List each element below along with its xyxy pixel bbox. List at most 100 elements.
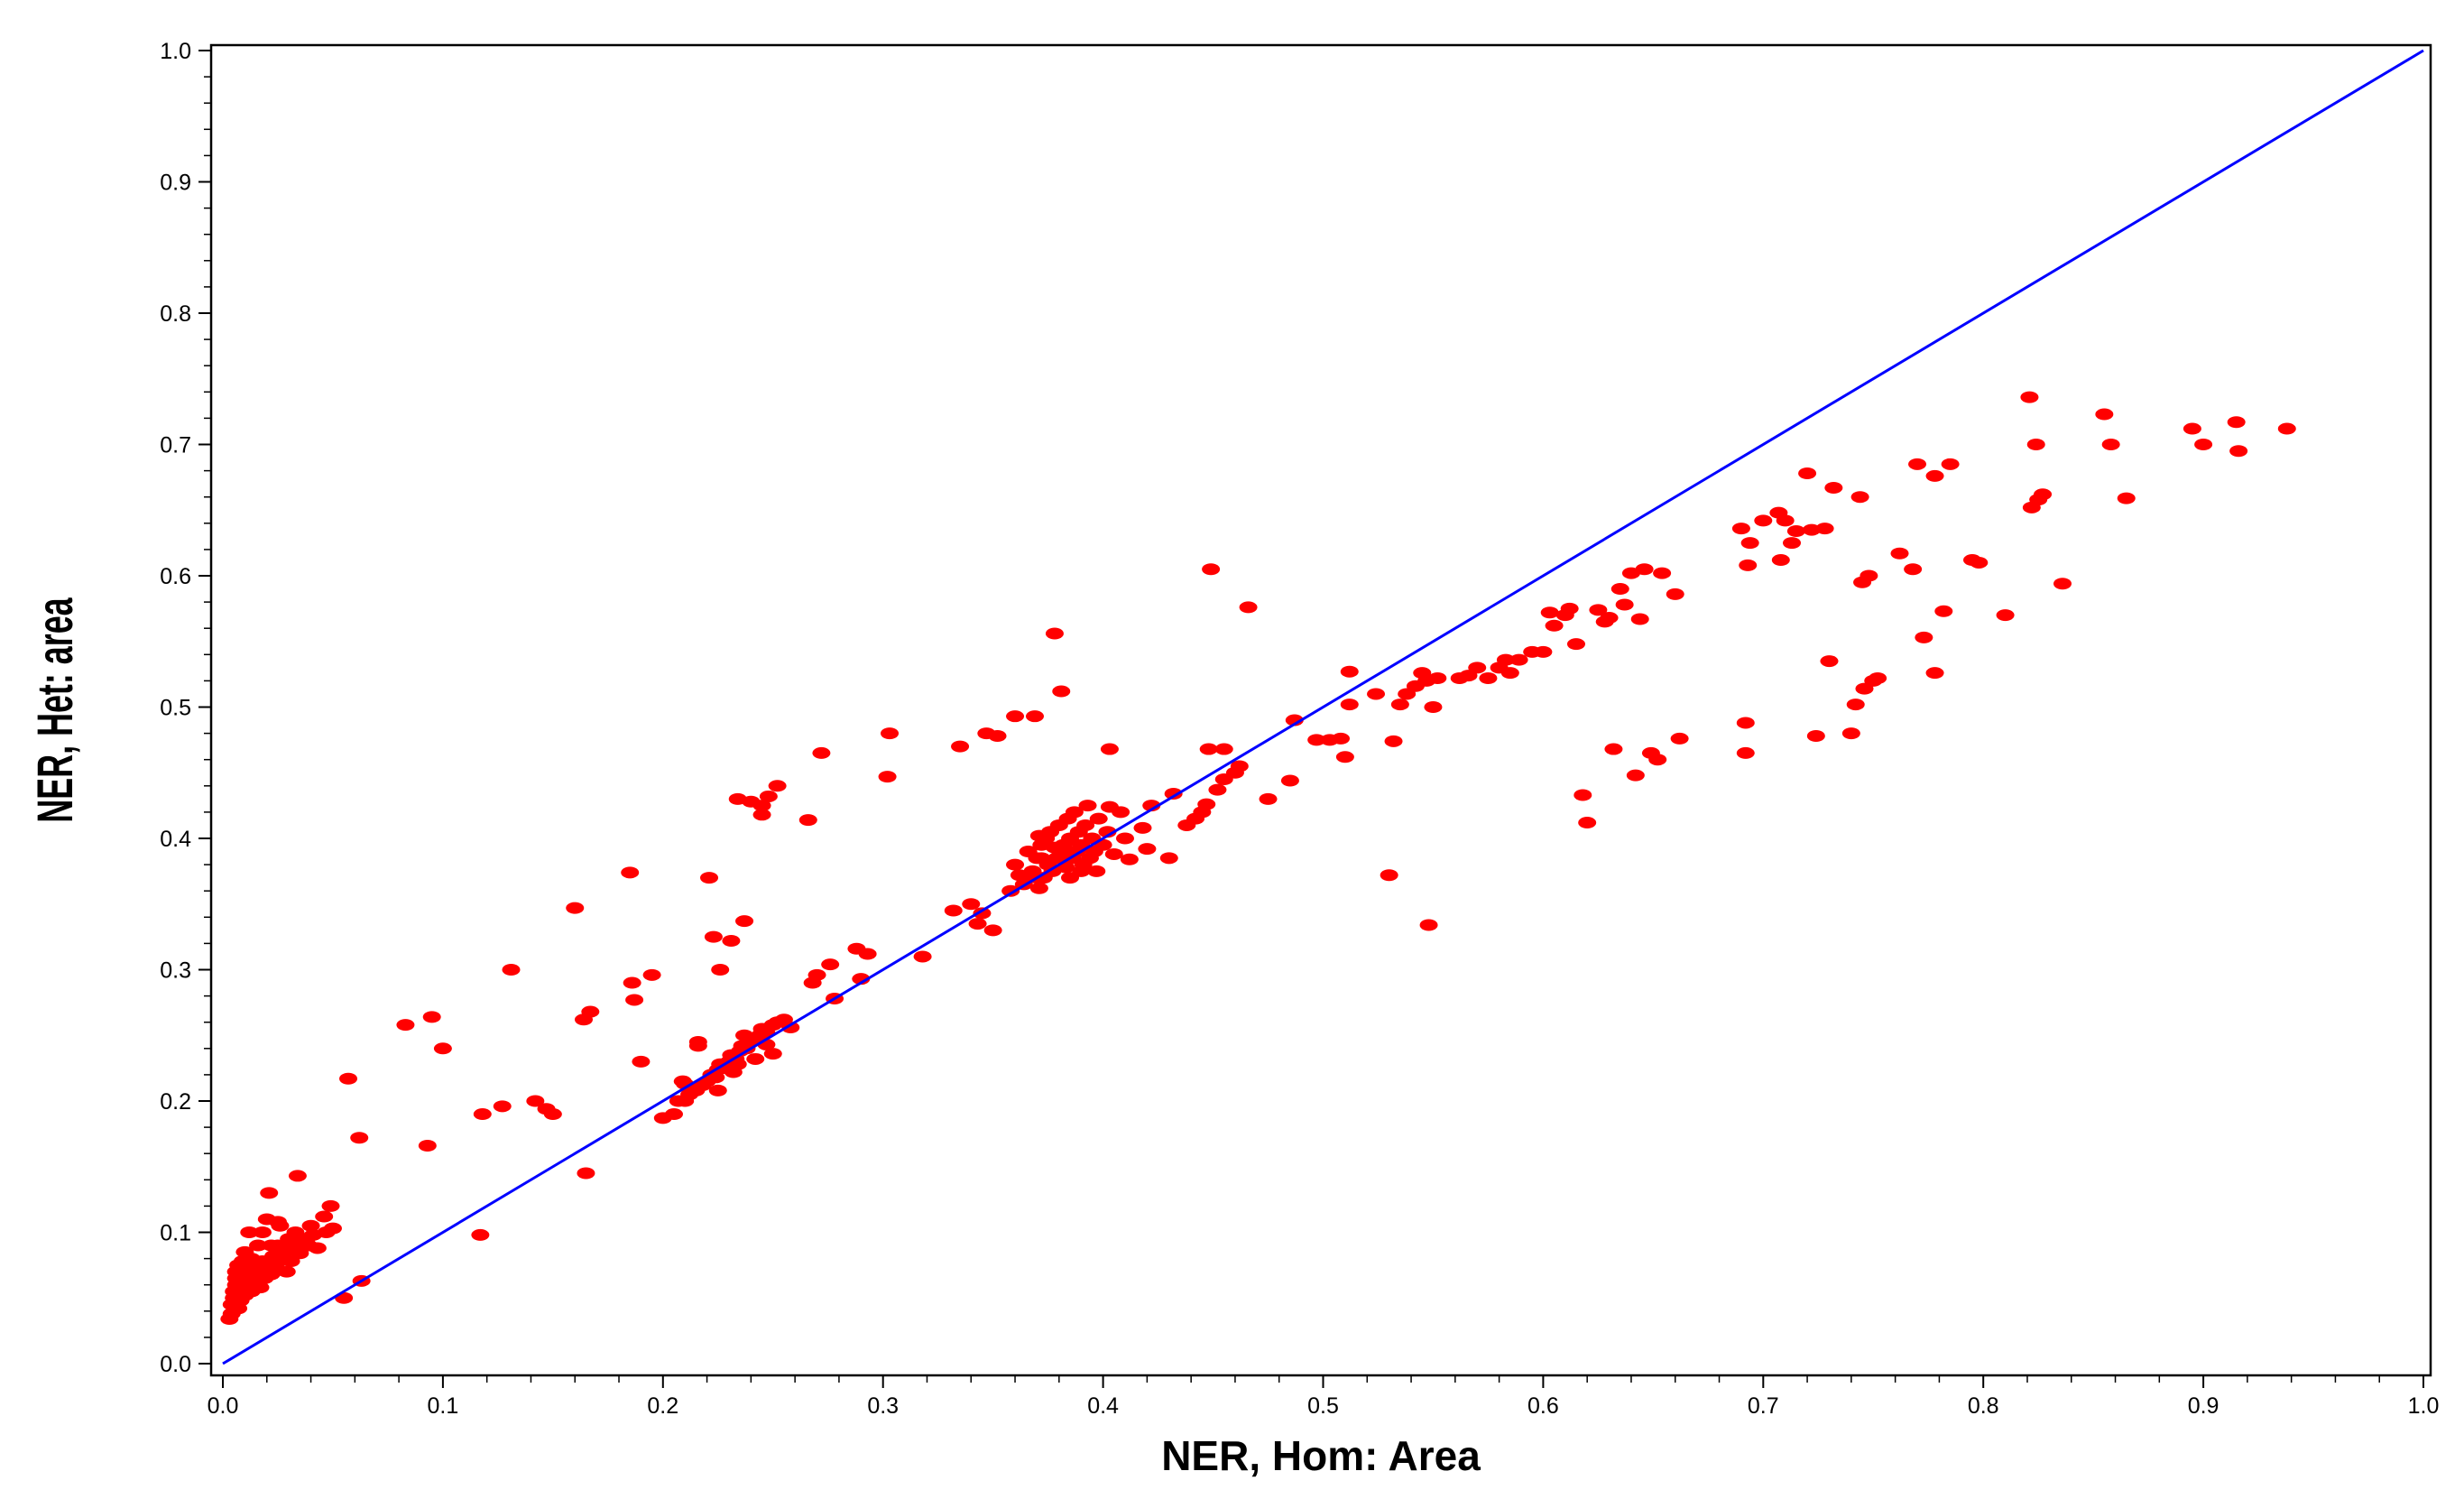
data-point <box>812 746 831 759</box>
data-point <box>288 1170 307 1182</box>
y-axis-title: NER, Het: area <box>27 597 83 823</box>
data-point <box>1045 627 1064 640</box>
data-point <box>858 948 877 960</box>
data-point <box>2026 439 2045 450</box>
y-tick-label: 0.1 <box>160 1221 191 1246</box>
data-point <box>1996 609 2015 622</box>
data-point <box>632 1055 651 1068</box>
data-point <box>1500 667 1519 680</box>
data-point <box>1850 491 1869 504</box>
data-point <box>422 1011 441 1023</box>
data-point <box>1006 710 1025 723</box>
data-point <box>1072 865 1091 877</box>
data-point <box>1100 800 1119 813</box>
data-point <box>2101 439 2120 450</box>
data-point <box>962 898 981 911</box>
data-point <box>1428 671 1447 684</box>
data-point <box>1496 653 1515 666</box>
data-point <box>1029 882 1048 894</box>
data-point <box>1604 743 1623 755</box>
data-point <box>913 950 932 963</box>
x-tick-label: 0.6 <box>1527 1393 1559 1419</box>
data-point <box>1100 743 1119 755</box>
data-point <box>1815 523 1834 535</box>
data-point <box>821 958 840 971</box>
x-tick-label: 0.0 <box>208 1393 239 1419</box>
data-point <box>1666 588 1684 600</box>
data-point <box>1340 699 1359 711</box>
data-point <box>1006 858 1025 871</box>
data-point <box>1367 688 1386 700</box>
data-point <box>852 973 871 985</box>
data-point <box>260 1187 279 1199</box>
data-point <box>1025 710 1044 723</box>
data-point <box>1970 556 1989 569</box>
data-point <box>1509 653 1528 666</box>
data-point <box>1087 865 1106 877</box>
data-point <box>1001 884 1020 897</box>
data-point <box>1335 751 1354 763</box>
data-point <box>1806 730 1825 743</box>
data-point <box>781 1022 800 1034</box>
data-points <box>220 391 2296 1326</box>
data-point <box>577 1167 595 1180</box>
data-point <box>566 902 585 914</box>
x-tick-label: 0.4 <box>1087 1393 1119 1419</box>
data-point <box>746 1052 765 1065</box>
data-point <box>2020 391 2039 403</box>
data-point <box>752 809 771 821</box>
data-point <box>1841 727 1860 740</box>
data-point <box>1626 769 1645 782</box>
data-point <box>1783 537 1802 550</box>
data-point <box>1600 612 1619 625</box>
data-point <box>2227 416 2246 429</box>
x-tick-label: 1.0 <box>2408 1393 2440 1419</box>
data-point <box>301 1219 320 1232</box>
data-point <box>1904 563 1923 576</box>
data-point <box>688 1036 707 1049</box>
data-point <box>728 1058 747 1070</box>
data-point <box>1029 829 1048 842</box>
data-point <box>1731 523 1750 535</box>
data-point <box>735 915 754 928</box>
data-point <box>2117 492 2136 504</box>
data-point <box>1230 760 1249 773</box>
data-point <box>1089 812 1108 825</box>
data-point <box>1736 717 1755 729</box>
data-point <box>1159 852 1178 865</box>
data-point <box>1479 671 1498 684</box>
data-point <box>1197 798 1216 810</box>
data-point <box>2053 578 2072 590</box>
data-point <box>1380 869 1398 882</box>
data-point <box>262 1239 281 1252</box>
data-point <box>1653 567 1672 579</box>
data-point <box>1615 598 1634 611</box>
y-tick-label: 0.5 <box>160 696 191 721</box>
y-tick-label: 0.6 <box>160 564 191 589</box>
x-tick-label: 0.3 <box>867 1393 899 1419</box>
data-point <box>543 1108 562 1121</box>
data-point <box>2277 422 2296 435</box>
data-point <box>711 964 730 976</box>
data-point <box>1771 554 1790 567</box>
data-point <box>1739 559 1758 571</box>
data-point <box>807 968 826 981</box>
data-point <box>1052 685 1071 698</box>
data-point <box>1798 467 1817 480</box>
data-point <box>1754 514 1773 527</box>
data-point <box>268 1216 287 1228</box>
data-point <box>1670 732 1689 745</box>
data-point <box>768 780 787 792</box>
data-point <box>277 1265 296 1278</box>
data-point <box>1846 699 1865 711</box>
data-point <box>1133 821 1152 834</box>
data-point <box>1736 746 1755 759</box>
data-point <box>752 800 771 812</box>
data-point <box>315 1210 334 1223</box>
data-point <box>664 1108 683 1121</box>
data-point <box>2095 408 2114 421</box>
data-point <box>1390 699 1409 711</box>
data-point <box>1610 583 1629 596</box>
data-point <box>1032 852 1051 865</box>
